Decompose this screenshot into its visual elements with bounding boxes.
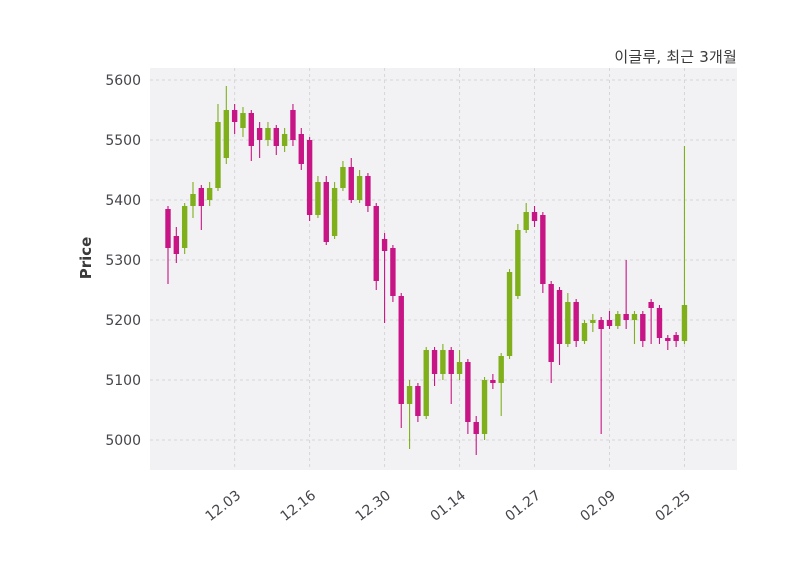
candle-body <box>656 308 663 338</box>
candle-body <box>515 230 521 296</box>
candle-body <box>306 140 313 215</box>
y-tick-label: 5100 <box>105 373 141 389</box>
x-tick-label: 12.16 <box>278 487 320 524</box>
candle-body <box>431 350 438 374</box>
candle-body <box>556 290 563 344</box>
candle-body <box>590 320 596 323</box>
candle-body <box>498 356 504 383</box>
candle-body <box>598 320 604 329</box>
candle-body <box>290 110 296 140</box>
candle-body <box>390 248 396 296</box>
candle-body <box>581 323 588 341</box>
candle-body <box>606 320 613 326</box>
candle-body <box>256 128 263 140</box>
candle-body <box>206 188 213 200</box>
y-tick-label: 5000 <box>105 433 141 449</box>
candle-body <box>540 215 546 284</box>
candle-body <box>273 128 279 146</box>
y-tick-label: 5300 <box>105 253 141 269</box>
x-tick-label: 12.30 <box>353 488 394 525</box>
candle-body <box>223 110 230 158</box>
y-tick-label: 5400 <box>105 193 141 209</box>
candle-body <box>640 314 646 341</box>
candle-body <box>240 113 246 128</box>
candle-body <box>573 302 579 341</box>
candle-body <box>456 362 463 374</box>
candle-body <box>548 284 554 362</box>
y-tick-label: 5600 <box>105 73 141 89</box>
candle-body <box>615 314 621 326</box>
candle-body <box>340 167 346 188</box>
candle-body <box>665 338 671 341</box>
candle-body <box>323 182 329 242</box>
candle-body <box>398 296 404 404</box>
candle-body <box>631 314 638 320</box>
x-tick-label: 02.25 <box>652 488 693 525</box>
candle-body <box>523 212 529 230</box>
candle-body <box>265 128 271 140</box>
candle-body <box>531 212 538 221</box>
candle-body <box>331 188 338 236</box>
candle-body <box>565 302 571 344</box>
candle-body <box>281 134 288 146</box>
candle-body <box>406 386 413 404</box>
x-tick-label: 12.03 <box>203 488 244 525</box>
candle-body <box>373 206 379 281</box>
chart-title: 이글루, 최근 3개월 <box>614 48 737 66</box>
candle-body <box>448 350 454 374</box>
candle-body <box>673 335 679 341</box>
candle-body <box>298 134 304 164</box>
candle-body <box>473 422 479 434</box>
x-tick-label: 02.09 <box>578 488 619 525</box>
candle-body <box>365 176 371 206</box>
candle-body <box>381 239 388 251</box>
y-tick-label: 5500 <box>105 133 141 149</box>
candle-body <box>423 350 429 416</box>
candle-body <box>623 314 629 320</box>
candle-body <box>356 176 363 200</box>
candle-body <box>215 122 221 188</box>
candle-body <box>181 206 188 248</box>
candle-body <box>490 380 496 383</box>
candle-body <box>348 167 354 200</box>
y-tick-label: 5200 <box>105 313 141 329</box>
candle-body <box>231 110 238 122</box>
candle-body <box>315 182 321 215</box>
candle-body <box>648 302 654 308</box>
x-tick-label: 01.27 <box>503 488 544 525</box>
candle-body <box>173 236 180 254</box>
candle-body <box>198 188 205 206</box>
candle-body <box>440 350 446 374</box>
candle-body <box>190 194 196 206</box>
candle-body <box>165 209 171 248</box>
candle-body <box>506 272 513 356</box>
candle-body <box>415 386 421 416</box>
candle-body <box>248 113 254 146</box>
candle-body <box>465 362 471 422</box>
plot-area <box>150 68 737 470</box>
candle-body <box>681 305 688 341</box>
candle-body <box>481 380 488 434</box>
x-tick-label: 01.14 <box>428 487 470 524</box>
